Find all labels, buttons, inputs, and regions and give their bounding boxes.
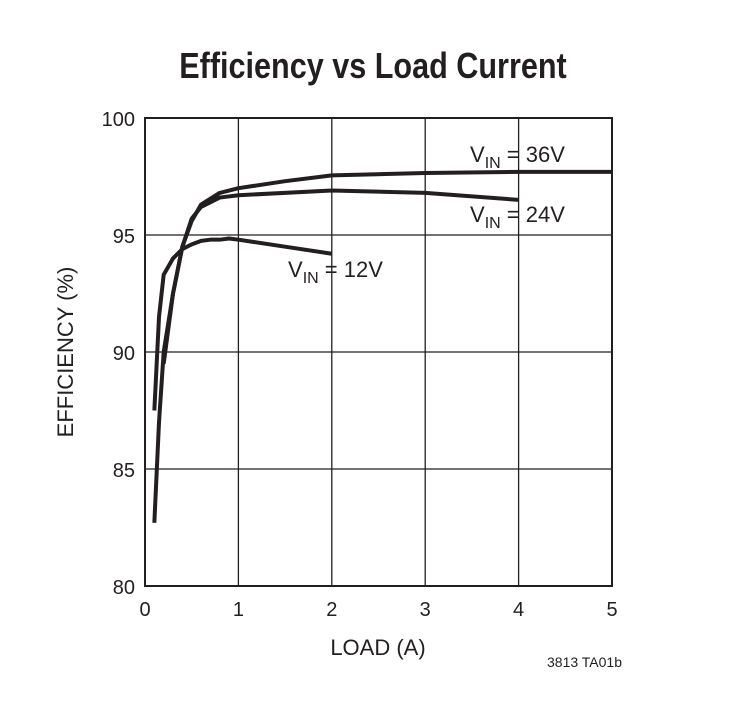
- chart-title: Efficiency vs Load Current: [179, 47, 566, 87]
- label-rest: = 36V: [501, 142, 566, 167]
- label-subscript: IN: [485, 215, 501, 232]
- y-tick-label: 90: [113, 343, 135, 365]
- series-line: [161, 169, 612, 364]
- y-tick-label: 85: [113, 460, 135, 482]
- plot-frame: [144, 117, 613, 587]
- label-main: V: [288, 257, 303, 282]
- y-tick-label: 80: [113, 577, 135, 599]
- series-line: [152, 188, 519, 523]
- x-tick-label: 1: [233, 599, 244, 621]
- label-subscript: IN: [303, 270, 319, 287]
- label-rest: = 24V: [501, 202, 566, 227]
- x-tick-label: 5: [606, 599, 617, 621]
- x-tick-label: 2: [326, 599, 337, 621]
- series-label: VIN = 36V: [470, 142, 565, 172]
- label-subscript: IN: [485, 155, 501, 172]
- label-main: V: [470, 202, 485, 227]
- y-tick-label: 100: [102, 109, 135, 131]
- x-tick-label: 3: [420, 599, 431, 621]
- x-tick-label: 4: [513, 599, 524, 621]
- y-axis-label: EFFICIENCY (%): [53, 267, 78, 438]
- series-label: VIN = 24V: [470, 202, 565, 232]
- x-axis-label: LOAD (A): [330, 635, 425, 660]
- label-rest: = 12V: [319, 257, 384, 282]
- label-main: V: [470, 142, 485, 167]
- y-tick-label: 95: [113, 226, 135, 248]
- series-line: [152, 236, 333, 411]
- series-label: VIN = 12V: [288, 257, 383, 287]
- x-tick-label: 0: [139, 599, 150, 621]
- footnote: 3813 TA01b: [547, 654, 622, 670]
